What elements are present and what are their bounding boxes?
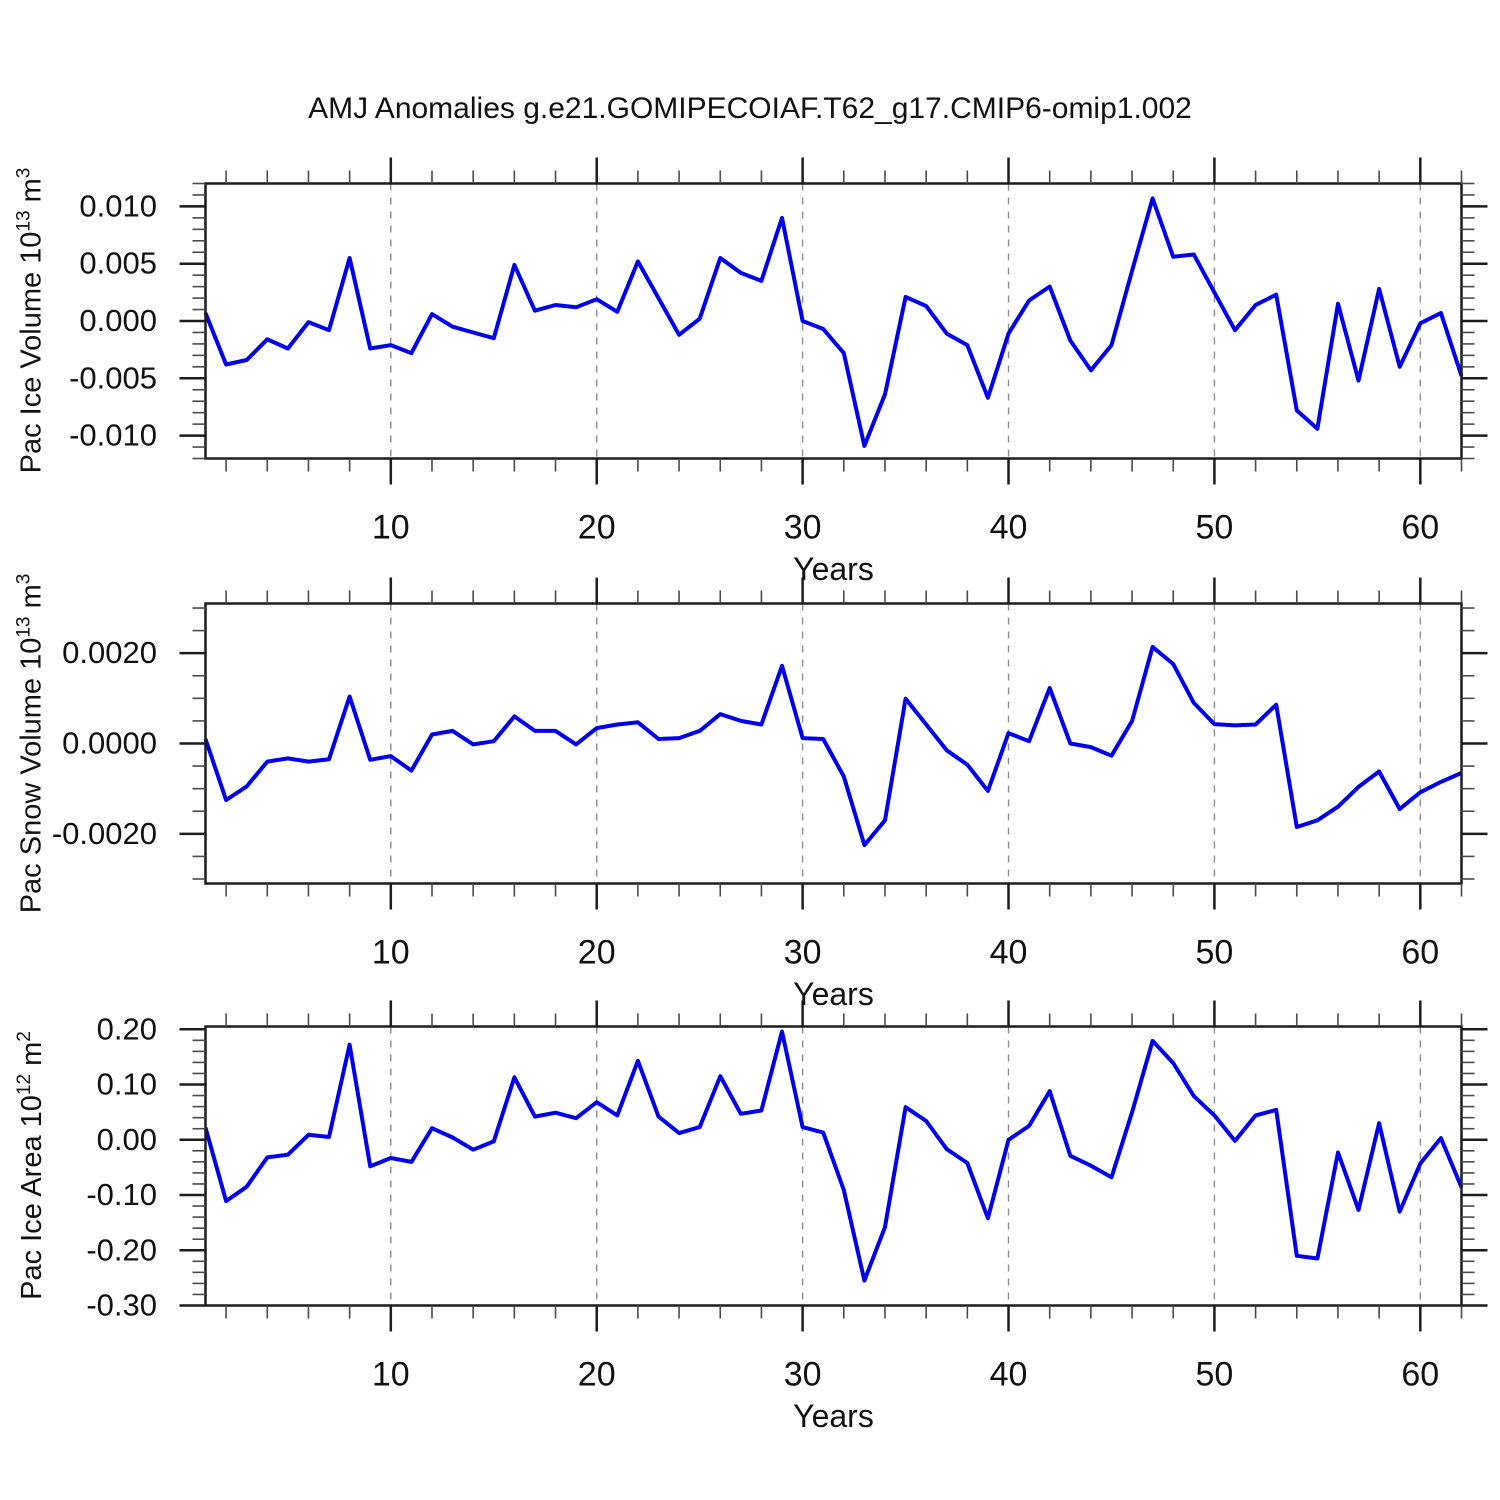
y-tick-label: 0.0020 [62, 635, 157, 670]
ylabel-segment: m [15, 1041, 48, 1074]
x-axis-title-panel2: Years [793, 976, 874, 1012]
y-tick-label: 0.010 [79, 188, 157, 223]
x-tick-label: 50 [1196, 934, 1234, 972]
x-tick-label: 60 [1401, 509, 1439, 547]
x-tick-label: 50 [1196, 509, 1234, 547]
x-axis-title-panel1: Years [793, 551, 874, 587]
plot-box [204, 1025, 1463, 1307]
y-tick-label: 0.00 [97, 1122, 157, 1157]
y-tick-label: -0.10 [86, 1177, 157, 1212]
plot-box [204, 602, 1463, 885]
x-tick-label: 20 [578, 934, 616, 972]
x-tick-label: 30 [784, 509, 822, 547]
y-axis-title-ice-volume: Pac Ice Volume 1013 m3 [13, 167, 49, 473]
y-tick-label: -0.20 [86, 1232, 157, 1267]
x-tick-label: 60 [1401, 934, 1439, 972]
x-tick-label: 30 [784, 1356, 822, 1394]
y-tick-label: 0.0000 [62, 726, 157, 761]
plot-box [204, 182, 1463, 460]
ylabel-segment: Pac Ice Area 10 [15, 1094, 48, 1300]
ylabel-superscript: 13 [13, 615, 35, 638]
y-tick-label: 0.005 [79, 246, 157, 281]
ylabel-superscript: 13 [13, 209, 35, 232]
x-tick-label: 20 [578, 1356, 616, 1394]
ylabel-superscript: 12 [13, 1073, 35, 1095]
x-tick-label: 40 [990, 934, 1028, 972]
x-tick-label: 40 [990, 1356, 1028, 1394]
y-axis-title-snow-volume: Pac Snow Volume 1013 m3 [13, 573, 49, 913]
data-line-pac-ice-volume [203, 196, 1464, 448]
ylabel-superscript: 3 [13, 573, 35, 584]
x-axis-title-panel3: Years [793, 1398, 874, 1434]
y-tick-label: -0.005 [69, 360, 157, 395]
x-tick-label: 20 [578, 509, 616, 547]
ylabel-segment: m [15, 583, 48, 616]
data-line-pac-ice-area [203, 1029, 1464, 1283]
y-tick-label: -0.0020 [52, 816, 157, 851]
x-tick-label: 50 [1196, 1356, 1234, 1394]
ylabel-superscript: 3 [13, 167, 35, 178]
x-tick-label: 40 [990, 509, 1028, 547]
y-axis-title-ice-area: Pac Ice Area 1012 m2 [13, 1030, 49, 1300]
x-tick-label: 10 [372, 509, 410, 547]
ylabel-superscript: 2 [13, 1030, 35, 1042]
y-tick-label: -0.30 [86, 1288, 157, 1323]
ylabel-segment: Pac Snow Volume 10 [15, 637, 48, 913]
y-tick-label: -0.010 [69, 418, 157, 453]
panel-pac-ice-volume: 10 20 30 40 50 60 0.010 0.005 0.000 -0.005 -0.010 [69, 157, 1488, 547]
panel-pac-snow-volume: 10 20 30 40 50 60 0.0020 0.0000 -0.0020 [52, 577, 1488, 972]
y-tick-label: 0.000 [79, 303, 157, 338]
x-tick-label: 10 [372, 1356, 410, 1394]
x-tick-label: 30 [784, 934, 822, 972]
y-tick-label: 0.10 [97, 1067, 157, 1102]
chart-title: AMJ Anomalies g.e21.GOMIPECOIAF.T62_g17.… [308, 92, 1192, 125]
x-tick-label: 10 [372, 934, 410, 972]
data-line-pac-snow-volume [203, 644, 1463, 848]
ylabel-segment: Pac Ice Volume 10 [15, 231, 48, 473]
ylabel-segment: m [15, 177, 48, 210]
y-tick-label: 0.20 [97, 1011, 157, 1046]
panel-pac-ice-area: 10 20 30 40 50 60 0.20 0.10 0.00 -0.10 -0.20 -0.30 [86, 1000, 1488, 1394]
x-tick-label: 60 [1401, 1356, 1439, 1394]
